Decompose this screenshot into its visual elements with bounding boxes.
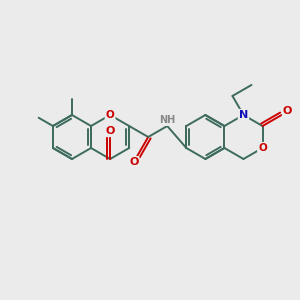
Text: O: O [129,157,138,167]
Text: O: O [258,143,267,153]
Text: NH: NH [159,115,175,125]
Text: O: O [106,110,115,120]
Text: O: O [105,126,115,136]
Text: O: O [283,106,292,116]
Text: N: N [239,110,248,120]
